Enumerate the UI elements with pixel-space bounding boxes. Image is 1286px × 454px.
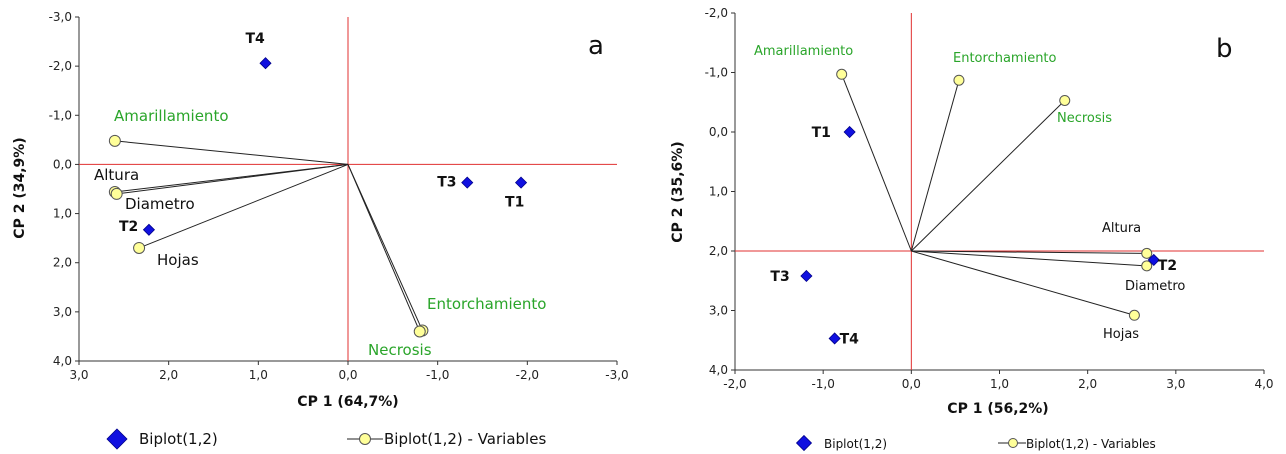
y-tick-label: -2,0 <box>705 6 728 20</box>
x-tick-label: 3,0 <box>69 368 88 382</box>
x-tick-label: 0,0 <box>902 377 921 391</box>
observation-label: T2 <box>1158 258 1177 274</box>
variable-label: Diametro <box>1125 279 1185 294</box>
variable-label: Entorchamiento <box>953 51 1057 66</box>
variable-label: Amarillamiento <box>114 107 229 125</box>
observation-label: T2 <box>119 219 138 235</box>
variable-vector <box>910 80 960 252</box>
x-tick-label: 2,0 <box>159 368 178 382</box>
observation-point <box>843 125 856 139</box>
x-tick-label: -3,0 <box>605 368 628 382</box>
variable-point <box>1141 260 1153 272</box>
variable-point <box>953 74 965 86</box>
variable-label: Necrosis <box>1057 111 1112 126</box>
variable-vector <box>347 164 421 332</box>
variable-point <box>133 241 146 254</box>
variable-label: Necrosis <box>368 341 432 359</box>
observation-label: T3 <box>770 269 789 285</box>
y-tick-label: -3,0 <box>49 10 72 24</box>
x-tick-label: 4,0 <box>1254 377 1273 391</box>
variable-label: Diametro <box>125 195 195 213</box>
variable-vector <box>138 163 349 249</box>
y-axis-title: CP 2 (35,6%) <box>670 141 686 242</box>
panel-letter: a <box>588 31 604 61</box>
x-tick-label: 1,0 <box>249 368 268 382</box>
y-tick-label: 0,0 <box>709 125 728 139</box>
variable-vector <box>911 250 1147 267</box>
observation-point <box>259 57 272 70</box>
legend-observation-marker <box>795 434 813 452</box>
biplot-panel-a: 3,0 2,0 1,0 0,0 -1,0 -2,0 -3,0 -3,0 -2,0 -1,0 0,0 1… <box>12 10 629 450</box>
legend-variable-label: Biplot(1,2) - Variables <box>1026 437 1156 451</box>
observation-point <box>828 332 841 345</box>
observation-label: T1 <box>812 125 831 141</box>
legend-variable-marker <box>1008 438 1018 448</box>
y-tick-label: 3,0 <box>709 304 728 318</box>
variable-point <box>1128 309 1140 321</box>
variable-vector <box>911 250 1135 316</box>
y-axis-title: CP 2 (34,9%) <box>12 137 28 238</box>
variable-point <box>1141 247 1153 259</box>
variable-label: Hojas <box>1103 327 1139 342</box>
y-tick-label: 1,0 <box>53 207 72 221</box>
variable-point <box>1059 94 1071 106</box>
variable-label: Amarillamiento <box>754 44 853 59</box>
observation-point <box>514 176 528 189</box>
x-axis-title: CP 1 (64,7%) <box>297 394 398 410</box>
legend-observation-marker <box>106 428 128 450</box>
legend-observation-label: Biplot(1,2) <box>139 430 218 448</box>
variable-vector <box>911 250 1147 254</box>
x-tick-label: 2,0 <box>1078 377 1097 391</box>
variable-label: Altura <box>1102 221 1141 236</box>
variable-point <box>413 325 426 338</box>
observation-point <box>800 269 813 283</box>
variable-vector <box>116 163 349 195</box>
x-tick-label: -1,0 <box>426 368 449 382</box>
y-tick-label: 4,0 <box>53 354 72 368</box>
variable-vector <box>114 140 349 165</box>
y-tick-label: 4,0 <box>709 363 728 377</box>
y-tick-label: 2,0 <box>53 256 72 270</box>
observation-label: T3 <box>437 175 456 191</box>
biplot-panel-b: -2,0 -1,0 0,0 1,0 2,0 3,0 4,0-2,0-1,00,01,02,0… <box>670 6 1274 452</box>
variable-vector <box>841 74 912 252</box>
y-tick-label: 0,0 <box>53 157 72 171</box>
legend-variable-label: Biplot(1,2) - Variables <box>384 430 546 448</box>
x-axis-title: CP 1 (56,2%) <box>947 401 1048 417</box>
observation-label: T4 <box>246 31 266 47</box>
x-tick-label: -1,0 <box>811 377 834 391</box>
x-tick-label: 3,0 <box>1166 377 1185 391</box>
observation-point <box>142 223 156 236</box>
y-tick-label: -2,0 <box>49 59 72 73</box>
x-tick-label: 1,0 <box>990 377 1009 391</box>
observation-label: T4 <box>840 331 860 347</box>
observation-point <box>461 176 474 189</box>
y-tick-label: -1,0 <box>49 108 72 122</box>
variable-point <box>836 68 848 80</box>
x-tick-label: -2,0 <box>723 377 746 391</box>
variable-point <box>108 134 121 147</box>
x-tick-label: -2,0 <box>516 368 539 382</box>
y-tick-label: -1,0 <box>705 66 728 80</box>
observation-point <box>1147 253 1160 266</box>
y-tick-label: 2,0 <box>709 244 728 258</box>
legend-observation-label: Biplot(1,2) <box>824 437 887 451</box>
variable-label: Altura <box>94 166 139 184</box>
y-tick-label: 3,0 <box>53 305 72 319</box>
panel-letter: b <box>1216 34 1233 64</box>
variable-vector <box>910 100 1066 252</box>
legend-variable-marker <box>359 433 371 445</box>
variable-label: Hojas <box>157 251 199 269</box>
variable-label: Entorchamiento <box>427 295 546 313</box>
variable-point <box>110 187 123 200</box>
observation-label: T1 <box>505 195 524 211</box>
y-tick-label: 1,0 <box>709 185 728 199</box>
x-tick-label: 0,0 <box>338 368 357 382</box>
